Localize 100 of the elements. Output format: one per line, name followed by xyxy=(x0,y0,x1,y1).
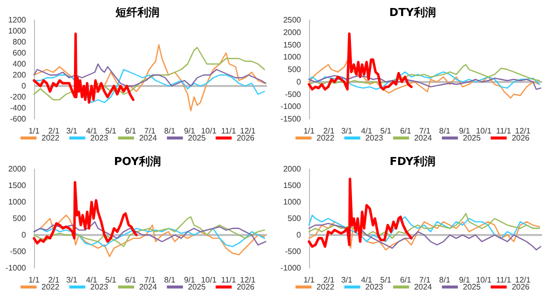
y-tick-label: 800 xyxy=(12,38,27,46)
x-tick-label: 5/1 xyxy=(380,126,392,136)
y-tick-label: 1000 xyxy=(8,198,27,206)
x-tick-label: 3/1 xyxy=(341,126,353,136)
x-tick-label: 7/1 xyxy=(419,126,431,136)
y-tick-label: 500 xyxy=(12,214,27,223)
chart-title: FDY利润 xyxy=(390,155,436,168)
line-series xyxy=(308,64,540,85)
x-tick-label: 1/1 xyxy=(303,276,316,284)
line-series xyxy=(33,216,266,248)
x-tick-label: 11/1 xyxy=(221,276,237,284)
line-series xyxy=(308,32,413,91)
x-tick-label: 5/1 xyxy=(105,276,117,284)
y-tick-label: 500 xyxy=(288,65,302,74)
legend-label: 2022 xyxy=(42,134,60,142)
y-tick-label: 1200 xyxy=(8,16,27,24)
legend-label: 2023 xyxy=(365,282,384,292)
y-tick-label: 2000 xyxy=(283,164,302,174)
y-tick-label: 1500 xyxy=(8,181,27,190)
x-tick-label: 6/1 xyxy=(400,276,412,284)
x-tick-label: 12/1 xyxy=(515,276,532,284)
legend-label: 2022 xyxy=(42,282,60,292)
x-tick-label: 12/1 xyxy=(515,126,532,136)
x-tick-label: 1/1 xyxy=(303,126,316,136)
x-tick-label: 8/1 xyxy=(164,276,176,284)
line-series xyxy=(308,60,540,99)
y-tick-label: -500 xyxy=(284,247,302,256)
legend-label: 2023 xyxy=(90,134,109,142)
y-tick-label: 400 xyxy=(12,60,27,68)
x-tick-label: 6/1 xyxy=(400,126,412,136)
x-tick-label: 1/1 xyxy=(28,126,40,136)
y-tick-label: 1000 xyxy=(283,52,302,62)
y-tick-label: 600 xyxy=(12,48,27,58)
legend-label: 2024 xyxy=(414,282,432,292)
legend-label: 2025 xyxy=(462,282,482,292)
y-tick-label: 0 xyxy=(22,82,27,90)
line-series xyxy=(33,221,266,246)
legend-label: 2022 xyxy=(316,282,335,292)
x-tick-label: 5/1 xyxy=(380,276,392,284)
line-series xyxy=(33,46,266,100)
x-tick-label: 7/1 xyxy=(144,126,156,136)
x-tick-label: 8/1 xyxy=(164,126,176,136)
chart-title: POY利润 xyxy=(114,155,161,168)
legend-label: 2024 xyxy=(414,134,432,142)
legend-label: 2025 xyxy=(462,134,482,142)
y-tick-label: -1000 xyxy=(280,102,302,112)
legend-label: 2024 xyxy=(139,282,158,292)
x-tick-label: 10/1 xyxy=(200,126,218,136)
line-series xyxy=(308,71,540,90)
legend-label: 2025 xyxy=(188,282,206,292)
y-tick-label: -500 xyxy=(284,90,302,99)
line-series xyxy=(33,44,266,112)
x-tick-label: 11/1 xyxy=(221,126,237,136)
x-tick-label: 12/1 xyxy=(240,126,256,136)
line-series xyxy=(33,68,266,104)
legend-label: 2026 xyxy=(512,282,530,292)
legend-label: 2026 xyxy=(512,134,530,142)
legend-label: 2024 xyxy=(139,134,158,142)
x-tick-label: 8/1 xyxy=(439,126,451,136)
y-tick-label: 2000 xyxy=(8,164,27,174)
y-tick-label: 500 xyxy=(288,214,302,223)
x-tick-label: 9/1 xyxy=(458,126,471,136)
line-series xyxy=(33,63,266,87)
x-tick-label: 9/1 xyxy=(184,276,196,284)
x-tick-label: 10/1 xyxy=(476,126,492,136)
y-tick-label: -500 xyxy=(10,247,27,256)
y-tick-label: 1500 xyxy=(283,181,302,190)
x-tick-label: 10/1 xyxy=(200,276,218,284)
y-tick-label: -400 xyxy=(10,104,27,112)
x-tick-label: 4/1 xyxy=(361,126,373,136)
y-tick-label: -1000 xyxy=(280,264,302,272)
line-series xyxy=(308,178,413,248)
x-tick-label: 4/1 xyxy=(86,126,98,136)
x-tick-label: 6/1 xyxy=(125,276,137,284)
line-series xyxy=(308,75,542,90)
y-tick-label: 1000 xyxy=(8,26,27,36)
legend-label: 2023 xyxy=(90,282,109,292)
y-tick-label: -200 xyxy=(10,92,27,102)
x-tick-label: 9/1 xyxy=(458,276,471,284)
chart-title: DTY利润 xyxy=(389,6,436,19)
y-tick-label: 200 xyxy=(12,70,27,80)
y-tick-label: 2500 xyxy=(283,16,302,24)
y-tick-label: 0 xyxy=(296,230,302,240)
legend-label: 2026 xyxy=(236,134,256,142)
x-tick-label: 12/1 xyxy=(240,276,256,284)
x-tick-label: 10/1 xyxy=(476,276,492,284)
y-tick-label: 1500 xyxy=(283,40,302,50)
x-tick-label: 3/1 xyxy=(66,276,78,284)
legend-label: 2023 xyxy=(365,134,384,142)
x-tick-label: 2/1 xyxy=(323,276,335,284)
chart-title: 短纤利润 xyxy=(114,6,160,19)
legend-label: 2022 xyxy=(316,134,335,142)
y-tick-label: 2000 xyxy=(283,28,302,37)
x-tick-label: 7/1 xyxy=(144,276,156,284)
x-tick-label: 2/1 xyxy=(48,126,60,136)
legend-label: 2025 xyxy=(188,134,206,142)
x-tick-label: 11/1 xyxy=(496,126,512,136)
x-tick-label: 3/1 xyxy=(66,126,78,136)
legend-label: 2026 xyxy=(236,282,256,292)
line-series xyxy=(32,32,134,104)
